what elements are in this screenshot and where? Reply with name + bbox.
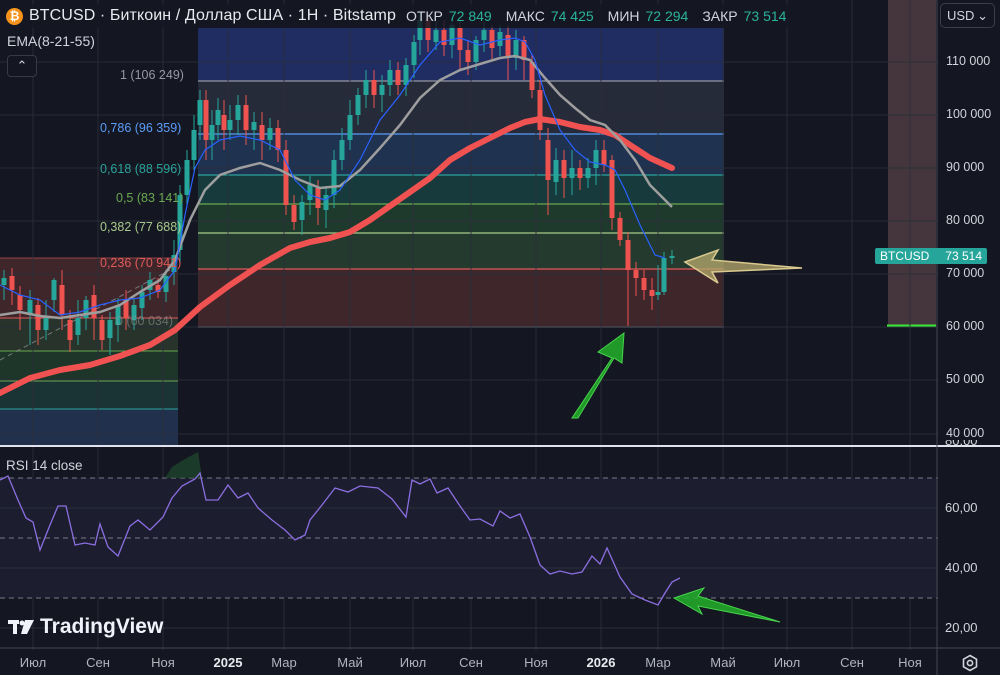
support-arrow [571,331,625,419]
time-axis-tick: Сен [840,655,864,670]
price-axis-tick: 90 000 [946,160,985,174]
range-shade [888,0,936,326]
price-axis-tick: 80 000 [946,213,985,227]
time-axis-tick: Май [337,655,363,670]
time-axis-tick: Ноя [524,655,548,670]
symbol-legend[interactable]: ₿ BTCUSD · Биткоин / Доллар США · 1Н · B… [6,4,801,28]
price-axis-tick: 40 000 [946,426,985,440]
price-axis-tick: 100 000 [946,107,992,121]
fib-level-label: 0,5 (83 141) [116,191,184,205]
time-axis-tick: 2026 [586,655,616,670]
collapse-legend-button[interactable]: ⌃ [7,55,37,77]
time-axis-tick: Мар [271,655,297,670]
fib-level-label: 0,618 (88 596) [100,162,182,176]
time-axis-tick: Июл [19,655,47,670]
open-label: ОТКР [405,8,443,24]
tradingview-wordmark: TradingView [40,615,164,638]
rsi-axis-tick: 20,00 [945,620,978,635]
rsi-axis-tick: 60,00 [945,500,978,515]
fib-level-label: 0,382 (77 688) [100,220,182,234]
rsi-indicator-label[interactable]: RSI 14 close [6,458,83,473]
currency-selector[interactable]: USD ⌄ [940,3,995,28]
grid [0,0,938,650]
currency-value: USD [947,8,975,23]
time-axis-tick: 2025 [213,655,243,670]
close-value: 73 514 [743,8,787,24]
ema55-line [0,116,675,396]
price-axis-tick: 60 000 [946,319,985,333]
price-axis-tick: 110 000 [946,54,991,68]
time-axis-tick: Мар [645,655,671,670]
rsi-pane [0,452,938,629]
ema-indicator-label[interactable]: EMA(8-21-55) [7,33,95,49]
chart-settings-button[interactable] [960,654,980,672]
fib-level-label: 1 (106 249) [120,68,184,82]
rsi-line [0,471,681,606]
rsi-axis-tick: 40,00 [945,560,978,575]
chevron-down-icon: ⌄ [977,7,988,23]
price-axis-tick: 50 000 [946,372,985,386]
fib-level-label: 0 (60 034) [116,314,173,328]
last-price-badge: BTCUSD 73 514 [875,248,987,264]
tradingview-logo-icon [8,620,34,634]
gear-icon [962,654,978,672]
ema21-line [0,54,673,320]
price-axis-tick: 70 000 [946,266,985,280]
last-price-value: 73 514 [945,249,982,263]
ema8-line [0,37,666,316]
close-label: ЗАКР [702,8,738,24]
ohlc-values: ОТКР 72 849 МАКС 74 425 МИН 72 294 ЗАКР 73 5… [406,8,795,24]
time-axis-tick: Сен [459,655,483,670]
low-label: МИН [607,8,640,24]
current-price-arrow [683,248,803,284]
time-axis-tick: Ноя [151,655,175,670]
fib-level-label: 0,786 (96 359) [100,121,182,135]
tradingview-logo[interactable]: TradingView [8,615,163,639]
time-axis-tick: Июл [399,655,427,670]
rsi-oversold-arrow [672,587,781,623]
low-value: 72 294 [645,8,689,24]
chevron-up-icon: ⌃ [16,58,28,73]
time-axis-tick: Июл [773,655,801,670]
time-axis-tick: Май [710,655,736,670]
open-value: 72 849 [448,8,492,24]
time-axis-tick: Сен [86,655,110,670]
time-axis-tick: Ноя [898,655,922,670]
fib-level-label: 0,236 (70 941) [100,256,182,270]
high-value: 74 425 [550,8,594,24]
symbol-title: BTCUSD · Биткоин / Доллар США · 1Н · Bit… [29,7,396,24]
bitcoin-icon: ₿ [6,7,23,25]
last-price-symbol: BTCUSD [880,249,930,263]
rsi-axis-tick: 80,00 [945,440,978,448]
high-label: МАКС [505,8,545,24]
